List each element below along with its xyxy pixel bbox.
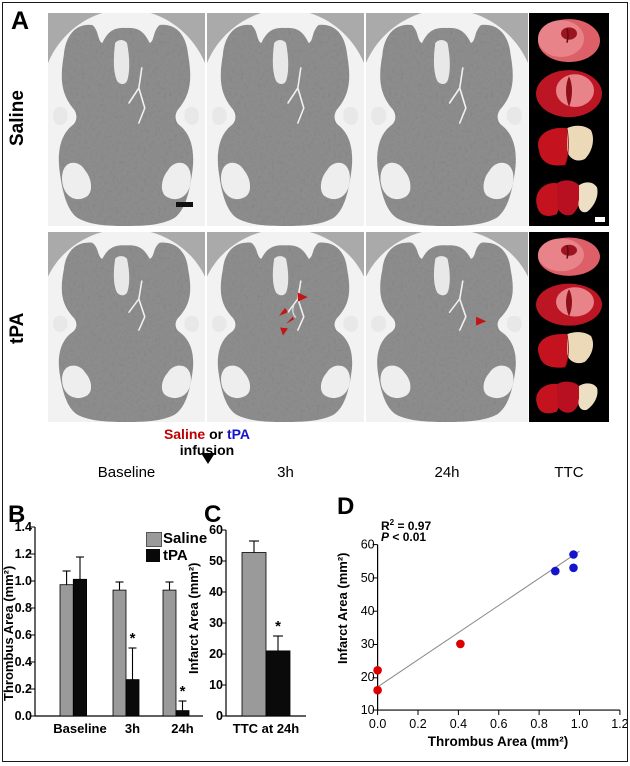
svg-text:0.2: 0.2 xyxy=(409,717,426,731)
svg-text:0.2: 0.2 xyxy=(15,682,32,696)
svg-text:30: 30 xyxy=(361,637,375,651)
svg-text:0.0: 0.0 xyxy=(15,709,32,723)
svg-text:0.8: 0.8 xyxy=(15,601,32,615)
svg-text:40: 40 xyxy=(361,604,375,618)
svg-text:0.8: 0.8 xyxy=(530,717,547,731)
svg-text:1.2: 1.2 xyxy=(15,547,32,561)
svg-text:1.4: 1.4 xyxy=(15,520,32,534)
svg-text:TTC at 24h: TTC at 24h xyxy=(233,721,300,736)
svg-text:60: 60 xyxy=(209,523,223,537)
svg-text:40: 40 xyxy=(209,585,223,599)
svg-text:1.0: 1.0 xyxy=(571,717,588,731)
svg-text:0.0: 0.0 xyxy=(369,717,386,731)
svg-text:Thrombus Area (mm²): Thrombus Area (mm²) xyxy=(428,734,569,749)
svg-text:20: 20 xyxy=(361,670,375,684)
svg-text:3h: 3h xyxy=(125,721,140,736)
svg-text:60: 60 xyxy=(361,538,375,552)
svg-text:0.4: 0.4 xyxy=(450,717,467,731)
svg-text:Baseline: Baseline xyxy=(53,721,106,736)
svg-text:0.4: 0.4 xyxy=(15,655,32,669)
svg-text:50: 50 xyxy=(209,554,223,568)
svg-text:0.6: 0.6 xyxy=(15,628,32,642)
svg-text:20: 20 xyxy=(209,647,223,661)
svg-text:0.6: 0.6 xyxy=(490,717,507,731)
svg-text:*: * xyxy=(275,618,281,635)
svg-text:10: 10 xyxy=(361,703,375,717)
svg-text:1.2: 1.2 xyxy=(611,717,628,731)
svg-text:10: 10 xyxy=(209,678,223,692)
svg-text:50: 50 xyxy=(361,571,375,585)
svg-text:30: 30 xyxy=(209,616,223,630)
svg-text:*: * xyxy=(180,683,186,700)
svg-text:1.0: 1.0 xyxy=(15,574,32,588)
svg-text:*: * xyxy=(130,630,136,647)
